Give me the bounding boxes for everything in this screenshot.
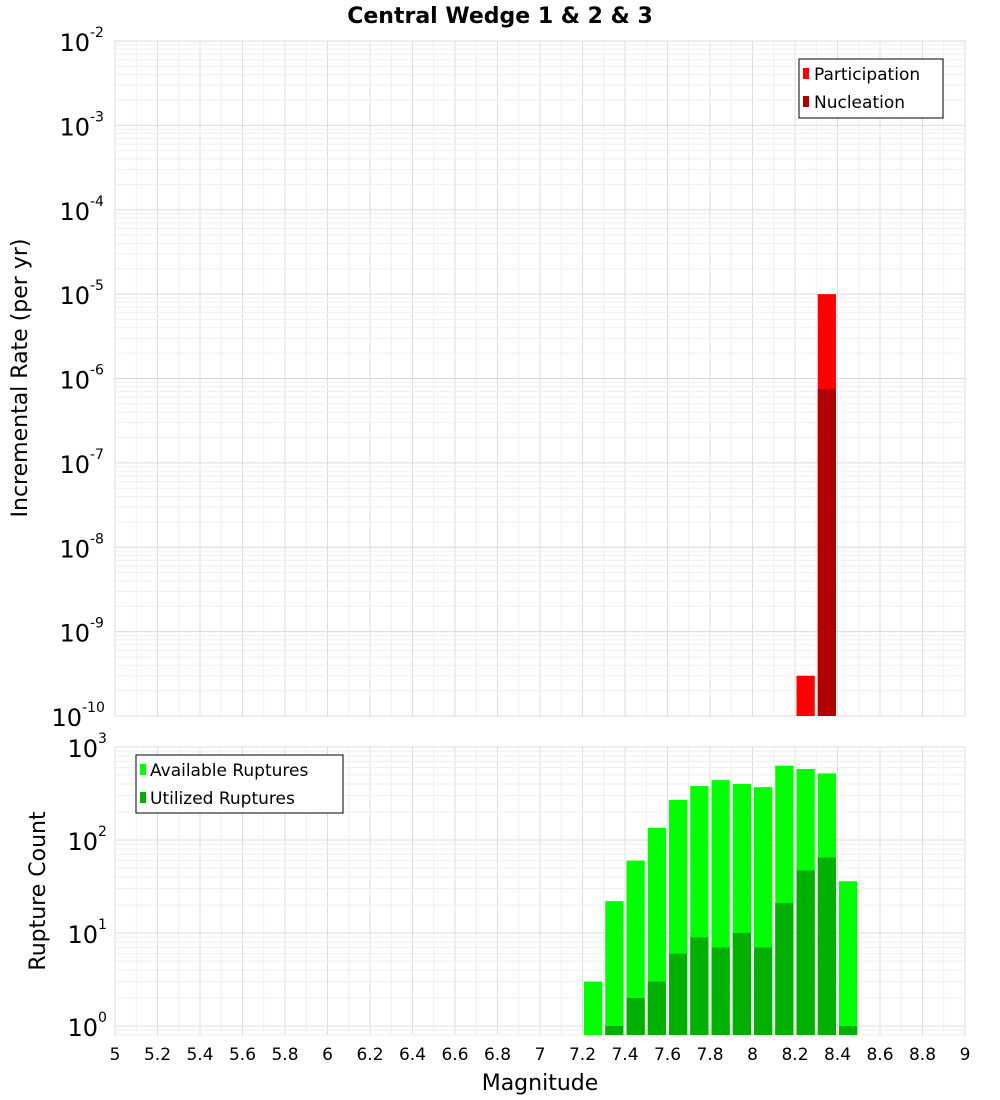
legend-swatch-available xyxy=(140,764,146,775)
x-tick-label: 6.4 xyxy=(399,1045,426,1065)
bar-participation xyxy=(796,675,815,716)
y-tick-exponent: -7 xyxy=(90,447,104,463)
bar-utilized-ruptures xyxy=(817,857,836,1035)
x-axis-label: Magnitude xyxy=(482,1071,599,1096)
bar-utilized-ruptures xyxy=(796,870,815,1035)
bar-available-ruptures xyxy=(584,981,603,1035)
y-tick-label: 10 xyxy=(59,535,90,563)
legend-label-nucleation: Nucleation xyxy=(814,93,905,113)
x-tick-label: 5.8 xyxy=(271,1045,298,1065)
bar-available-ruptures xyxy=(626,860,645,1035)
y-tick-exponent: -5 xyxy=(90,278,104,294)
legend-swatch-participation xyxy=(803,68,809,79)
x-tick-label: 7 xyxy=(535,1045,546,1065)
rate-legend: Participation Nucleation xyxy=(798,58,944,119)
y-tick-label: 10 xyxy=(67,921,98,949)
count-y-axis-label: Rupture Count xyxy=(26,811,51,971)
y-tick-label: 10 xyxy=(59,620,90,648)
legend-label-participation: Participation xyxy=(814,65,920,85)
x-tick-label: 7.8 xyxy=(696,1045,723,1065)
legend-label-utilized: Utilized Ruptures xyxy=(150,789,295,809)
x-tick-label: 6.2 xyxy=(356,1045,383,1065)
y-tick-exponent: -6 xyxy=(90,363,104,379)
y-tick-exponent: -2 xyxy=(90,25,104,41)
x-tick-label: 8.4 xyxy=(824,1045,851,1065)
x-tick-label: 5.2 xyxy=(144,1045,171,1065)
y-tick-label: 10 xyxy=(59,29,90,57)
bar-utilized-ruptures xyxy=(669,953,688,1035)
rate-y-ticks: 10-210-310-410-510-610-710-810-910-10 xyxy=(51,25,104,732)
x-tick-labels: 5 5.2 5.4 5.6 5.8 6 6.2 6.4 6.6 6.8 7 7.2 7.4 7.6 7.8 8… xyxy=(110,1045,971,1065)
y-tick-exponent: 3 xyxy=(98,731,107,747)
x-tick-label: 7.2 xyxy=(569,1045,596,1065)
count-bars xyxy=(584,765,858,1035)
x-tick-label: 6.6 xyxy=(441,1045,468,1065)
legend-swatch-utilized xyxy=(140,792,146,803)
bar-utilized-ruptures xyxy=(711,947,730,1035)
bar-utilized-ruptures xyxy=(605,1025,624,1035)
y-tick-label: 10 xyxy=(51,704,82,732)
chart-title: Central Wedge 1 & 2 & 3 xyxy=(347,4,653,29)
y-tick-exponent: 2 xyxy=(98,824,107,840)
y-tick-label: 10 xyxy=(67,828,98,856)
x-tick-label: 8.8 xyxy=(909,1045,936,1065)
y-tick-label: 10 xyxy=(59,198,90,226)
bar-utilized-ruptures xyxy=(690,937,709,1035)
bar-utilized-ruptures xyxy=(775,903,794,1035)
bar-available-ruptures xyxy=(839,881,858,1035)
x-tick-label: 7.4 xyxy=(611,1045,638,1065)
y-tick-exponent: -10 xyxy=(82,700,105,716)
x-tick-label: 5 xyxy=(110,1045,121,1065)
bar-utilized-ruptures xyxy=(732,932,751,1035)
bar-utilized-ruptures xyxy=(626,997,645,1035)
rate-gridlines xyxy=(114,40,966,717)
y-tick-label: 10 xyxy=(59,113,90,141)
x-tick-label: 6 xyxy=(322,1045,333,1065)
bar-utilized-ruptures xyxy=(839,1025,858,1035)
x-tick-label: 6.8 xyxy=(484,1045,511,1065)
y-tick-exponent: -9 xyxy=(90,616,104,632)
y-tick-label: 10 xyxy=(59,367,90,395)
y-tick-exponent: 1 xyxy=(98,917,107,933)
y-tick-exponent: -3 xyxy=(90,109,104,125)
x-tick-label: 9 xyxy=(960,1045,971,1065)
bar-utilized-ruptures xyxy=(647,981,666,1035)
x-tick-label: 7.6 xyxy=(654,1045,681,1065)
count-legend: Available Ruptures Utilized Ruptures xyxy=(135,754,344,814)
y-tick-label: 10 xyxy=(67,1014,98,1042)
rate-y-axis-label: Incremental Rate (per yr) xyxy=(8,239,33,518)
y-tick-exponent: -8 xyxy=(90,531,104,547)
x-tick-label: 5.4 xyxy=(186,1045,213,1065)
rate-legend-box xyxy=(798,58,944,119)
y-tick-exponent: -4 xyxy=(90,194,104,210)
legend-label-available: Available Ruptures xyxy=(150,761,308,781)
bar-nucleation xyxy=(817,389,836,716)
bar-available-ruptures xyxy=(605,901,624,1035)
x-tick-label: 5.6 xyxy=(229,1045,256,1065)
y-tick-exponent: 0 xyxy=(98,1010,107,1026)
legend-swatch-nucleation xyxy=(803,96,809,107)
rate-bars xyxy=(796,294,836,716)
y-tick-label: 10 xyxy=(59,282,90,310)
y-tick-label: 10 xyxy=(59,451,90,479)
bar-utilized-ruptures xyxy=(754,947,773,1035)
x-tick-label: 8 xyxy=(747,1045,758,1065)
count-legend-box xyxy=(135,754,344,814)
x-tick-label: 8.2 xyxy=(781,1045,808,1065)
x-tick-label: 8.6 xyxy=(866,1045,893,1065)
y-tick-label: 10 xyxy=(67,735,98,763)
rate-panel: 10-210-310-410-510-610-710-810-910-10 In… xyxy=(8,25,966,732)
